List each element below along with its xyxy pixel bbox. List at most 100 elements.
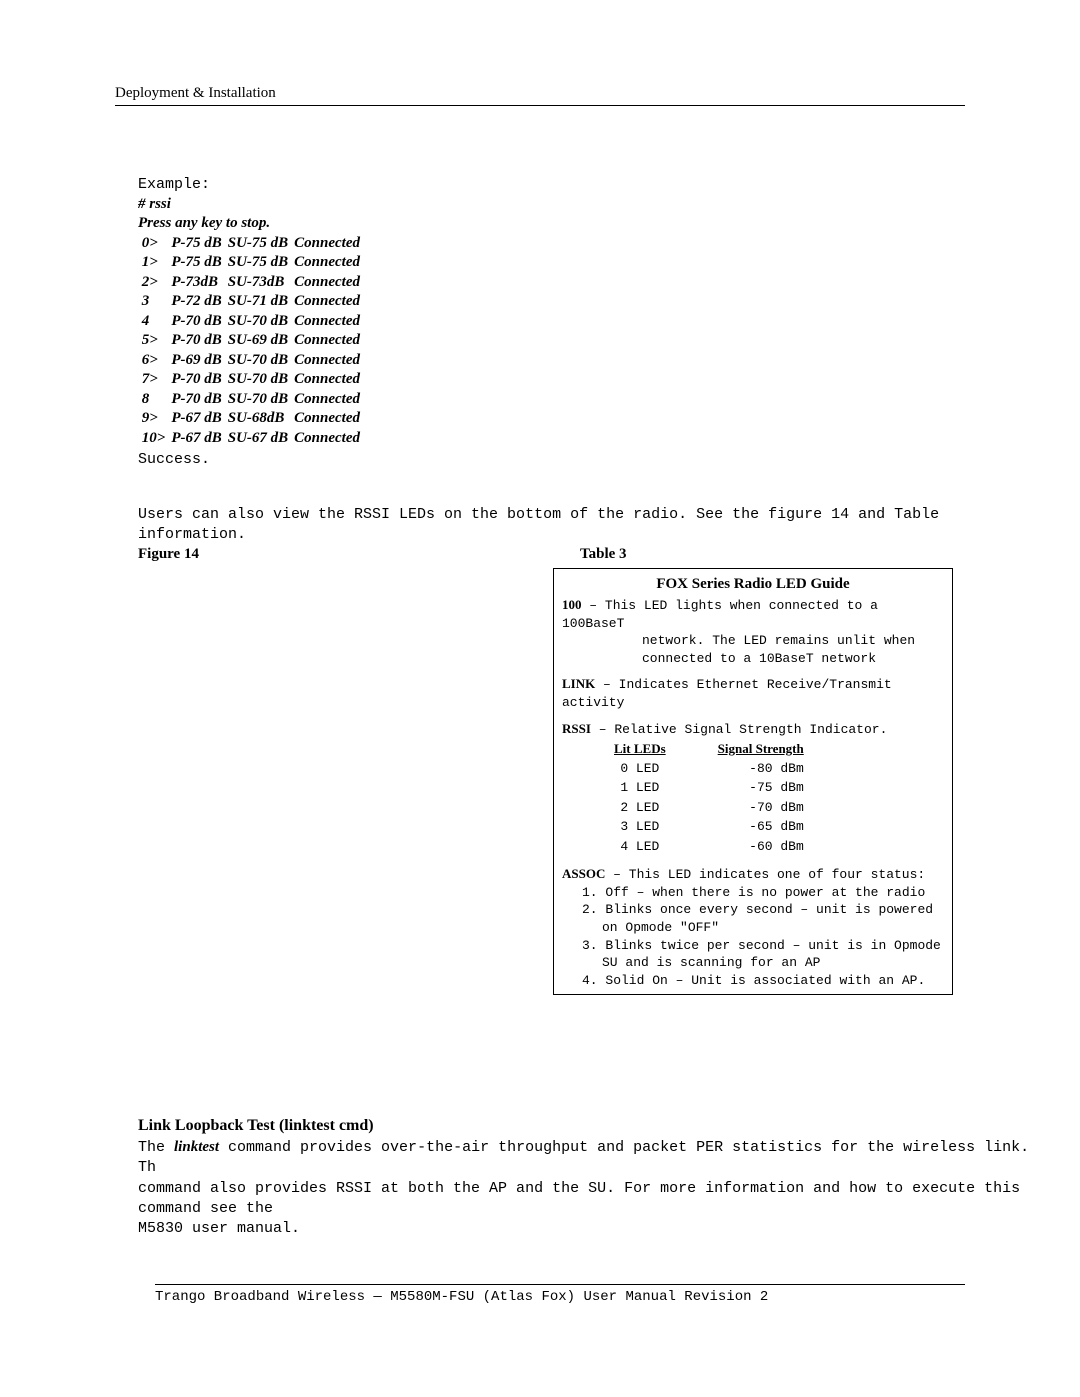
users-text-line1: Users can also view the RSSI LEDs on the… (138, 505, 939, 525)
rssi-row: 2>P-73dBSU-73dBConnected (138, 273, 366, 293)
signal-dbm: -60 dBm (678, 838, 814, 856)
rssi-ap: P-75 dB (171, 253, 227, 273)
rssi-status: Connected (294, 292, 366, 312)
rssi-ap: P-70 dB (171, 331, 227, 351)
led-link-sep: – (595, 677, 618, 692)
rssi-su: SU-67 dB (228, 429, 294, 449)
rssi-idx: 6> (138, 351, 171, 371)
rssi-su: SU-70 dB (228, 370, 294, 390)
rssi-idx: 10> (138, 429, 171, 449)
signal-row: 4 LED-60 dBm (614, 838, 814, 856)
signal-led: 0 LED (614, 760, 676, 778)
rssi-su: SU-70 dB (228, 312, 294, 332)
rssi-row: 3P-72 dBSU-71 dBConnected (138, 292, 366, 312)
led-assoc-item: ASSOC – This LED indicates one of four s… (562, 865, 944, 989)
linktest-heading: Link Loopback Test (linktest cmd) (138, 1117, 1050, 1135)
rssi-idx: 0> (138, 234, 171, 254)
rssi-idx: 1> (138, 253, 171, 273)
signal-dbm: -80 dBm (678, 760, 814, 778)
signal-led: 4 LED (614, 838, 676, 856)
linktest-body: The linktest command provides over-the-a… (138, 1137, 1050, 1239)
linktest-cmd: linktest (174, 1139, 219, 1155)
rssi-status: Connected (294, 331, 366, 351)
linktest-part1: The (138, 1139, 174, 1156)
rssi-su: SU-69 dB (228, 331, 294, 351)
signal-row: 0 LED-80 dBm (614, 760, 814, 778)
rssi-idx: 5> (138, 331, 171, 351)
rssi-idx: 8 (138, 390, 171, 410)
page-header: Deployment & Installation (115, 85, 965, 106)
linktest-part2: command provides over-the-air throughput… (138, 1139, 1029, 1176)
signal-header-row: Lit LEDs Signal Strength (614, 740, 814, 758)
page-footer: Trango Broadband Wireless — M5580M-FSU (… (155, 1284, 965, 1305)
signal-row: 3 LED-65 dBm (614, 818, 814, 836)
signal-led: 1 LED (614, 779, 676, 797)
rssi-row: 9>P-67 dBSU-68dBConnected (138, 409, 366, 429)
table-label: Table 3 (580, 546, 627, 563)
signal-dbm: -75 dBm (678, 779, 814, 797)
assoc-item: 4. Solid On – Unit is associated with an… (582, 972, 944, 990)
signal-led: 3 LED (614, 818, 676, 836)
led-link-item: LINK – Indicates Ethernet Receive/Transm… (562, 675, 944, 711)
rssi-idx: 3 (138, 292, 171, 312)
rssi-ap: P-69 dB (171, 351, 227, 371)
led-assoc-sep: – (605, 867, 628, 882)
col-lit-leds: Lit LEDs (614, 740, 676, 758)
led-100-text3: connected to a 10BaseT network (642, 651, 876, 666)
led-rssi-item: RSSI – Relative Signal Strength Indicato… (562, 720, 944, 858)
linktest-part3: command also provides RSSI at both the A… (138, 1180, 1020, 1217)
led-link-label: LINK (562, 676, 595, 691)
rssi-status: Connected (294, 429, 366, 449)
rssi-row: 6>P-69 dBSU-70 dBConnected (138, 351, 366, 371)
rssi-idx: 9> (138, 409, 171, 429)
rssi-status: Connected (294, 312, 366, 332)
led-100-sep: – (582, 598, 605, 613)
rssi-ap: P-73dB (171, 273, 227, 293)
signal-strength-table: Lit LEDs Signal Strength 0 LED-80 dBm1 L… (612, 738, 816, 857)
rssi-su: SU-75 dB (228, 234, 294, 254)
linktest-part4: M5830 user manual. (138, 1220, 300, 1237)
assoc-list: 1. Off – when there is no power at the r… (582, 884, 944, 989)
signal-dbm: -65 dBm (678, 818, 814, 836)
users-info-text: Users can also view the RSSI LEDs on the… (138, 505, 939, 544)
rssi-idx: 7> (138, 370, 171, 390)
linktest-section: Link Loopback Test (linktest cmd) The li… (138, 1117, 1050, 1239)
rssi-row: 8P-70 dBSU-70 dBConnected (138, 390, 366, 410)
header-text: Deployment & Installation (115, 85, 276, 101)
assoc-item: 3. Blinks twice per second – unit is in … (582, 937, 944, 972)
rssi-status: Connected (294, 390, 366, 410)
rssi-su: SU-75 dB (228, 253, 294, 273)
rssi-idx: 2> (138, 273, 171, 293)
rssi-su: SU-70 dB (228, 390, 294, 410)
assoc-item: 1. Off – when there is no power at the r… (582, 884, 944, 902)
rssi-ap: P-70 dB (171, 312, 227, 332)
rssi-status: Connected (294, 370, 366, 390)
assoc-item: 2. Blinks once every second – unit is po… (582, 901, 944, 936)
rssi-ap: P-70 dB (171, 390, 227, 410)
rssi-su: SU-73dB (228, 273, 294, 293)
col-signal-strength: Signal Strength (678, 740, 814, 758)
signal-row: 1 LED-75 dBm (614, 779, 814, 797)
footer-text: Trango Broadband Wireless — M5580M-FSU (… (155, 1289, 768, 1305)
signal-dbm: -70 dBm (678, 799, 814, 817)
rssi-ap: P-67 dB (171, 409, 227, 429)
led-100-text2: network. The LED remains unlit when (642, 633, 915, 648)
rssi-ap: P-70 dB (171, 370, 227, 390)
signal-row: 2 LED-70 dBm (614, 799, 814, 817)
rssi-command: # rssi (138, 195, 366, 215)
rssi-readings-table: 0>P-75 dBSU-75 dBConnected 1>P-75 dBSU-7… (138, 234, 366, 449)
example-section: Example: # rssi Press any key to stop. 0… (138, 175, 366, 470)
led-assoc-text: This LED indicates one of four status: (629, 867, 925, 882)
rssi-su: SU-71 dB (228, 292, 294, 312)
users-text-line2: information. (138, 525, 939, 545)
rssi-ap: P-75 dB (171, 234, 227, 254)
rssi-status: Connected (294, 234, 366, 254)
rssi-ap: P-72 dB (171, 292, 227, 312)
rssi-row: 1>P-75 dBSU-75 dBConnected (138, 253, 366, 273)
led-guide-box: FOX Series Radio LED Guide 100 – This LE… (553, 568, 953, 995)
led-assoc-label: ASSOC (562, 866, 605, 881)
rssi-idx: 4 (138, 312, 171, 332)
rssi-su: SU-70 dB (228, 351, 294, 371)
example-label: Example: (138, 175, 366, 195)
led-rssi-sep: – (591, 722, 614, 737)
